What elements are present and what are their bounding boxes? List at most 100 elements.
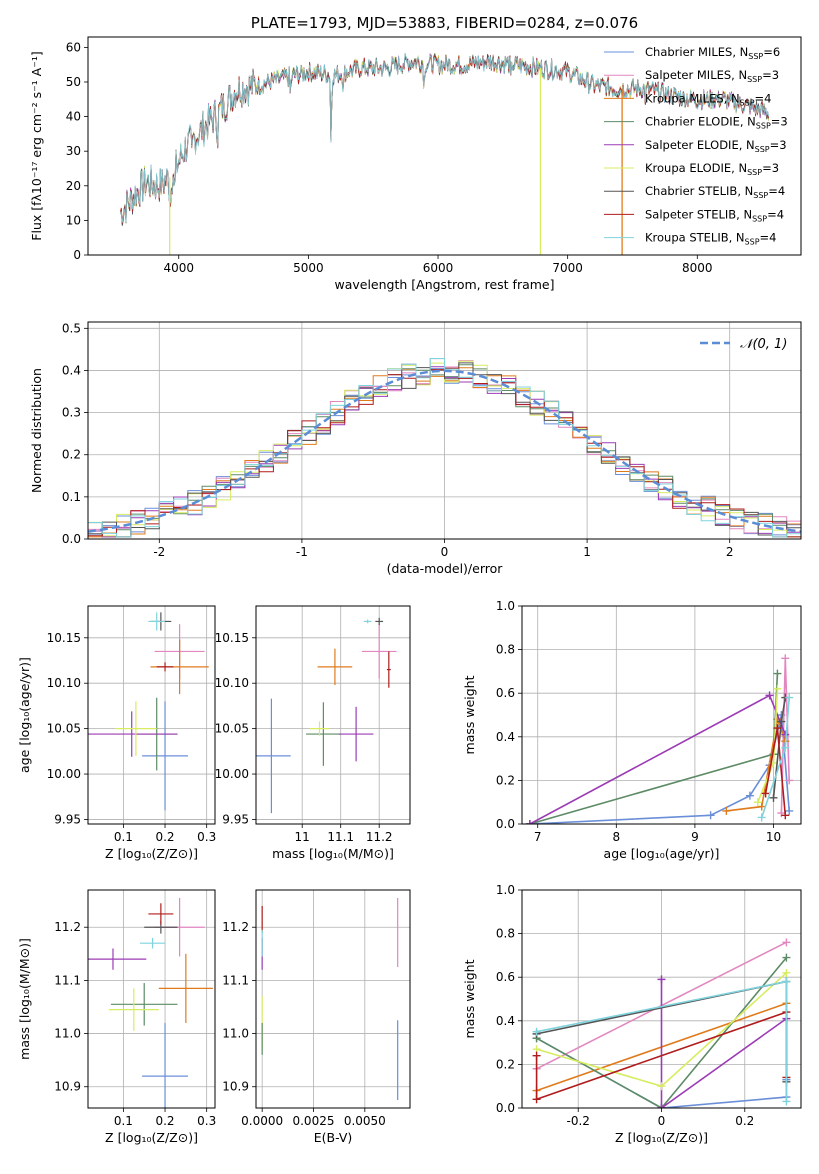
y-axis-label: mass weight xyxy=(462,959,477,1038)
weight-marker-kroupa_stelib xyxy=(781,743,790,752)
x-tick-label: 10 xyxy=(766,830,781,844)
axes-frame xyxy=(87,36,802,256)
axes-age_vs_Z: 0.1 0.2 0.3 9.95 10.00 10.05 10.10 10.15 Z [log₁… xyxy=(17,605,216,861)
y-tick-label: 11.2 xyxy=(54,920,81,934)
x-tick-label: 0 xyxy=(441,545,449,559)
x-tick-label: 11.2 xyxy=(366,830,393,844)
y-tick-label: 50 xyxy=(66,75,81,89)
y-tick-label: 11.1 xyxy=(54,973,81,987)
weight-marker-salpeter_elodie xyxy=(657,975,666,984)
y-axis-label: mass weight xyxy=(462,675,477,754)
legend-label: Salpeter MILES, NSSP=3 xyxy=(645,68,779,84)
axes-frame xyxy=(87,889,216,1109)
weight-marker-kroupa_stelib xyxy=(532,1027,541,1036)
x-tick-label: 5000 xyxy=(293,261,324,275)
axes-residuals: -2 -1 0 1 2 0.0 0.1 0.2 0.3 0.4 0.5 (data-model)/er… xyxy=(29,321,802,576)
x-tick-label: 0.2 xyxy=(735,1114,754,1128)
y-tick-label: 0.5 xyxy=(62,321,81,335)
y-axis-label: Flux [fλ10⁻¹⁷ erg cm⁻² s⁻¹ A⁻¹] xyxy=(29,51,44,240)
weight-marker-chabrier_stelib xyxy=(777,717,786,726)
y-tick-label: 10.00 xyxy=(47,767,81,781)
y-tick-label: 10 xyxy=(66,213,81,227)
axes-frame xyxy=(521,605,802,825)
weight-marker-salpeter_elodie xyxy=(781,730,790,739)
x-tick-label: 6000 xyxy=(423,261,454,275)
y-tick-label: 60 xyxy=(66,40,81,54)
weight-marker-chabrier_miles xyxy=(745,791,754,800)
weight-marker-kroupa_miles xyxy=(757,802,766,811)
axes-weight_vs_age: 7 8 9 10 0.0 0.2 0.4 0.6 0.8 1.0 age [log₁₀(age/yr… xyxy=(462,599,802,861)
axes-mass_vs_Z: 0.1 0.2 0.3 10.9 11.0 11.1 11.2 Z [log₁₀(Z/Z⊙)]… xyxy=(17,889,216,1145)
y-tick-label: 10.15 xyxy=(215,631,249,645)
weight-marker-kroupa_stelib xyxy=(785,693,794,702)
x-tick-label: -2 xyxy=(153,545,165,559)
y-tick-label: 11.2 xyxy=(222,920,249,934)
x-axis-label: mass [log₁₀(M/M⊙)] xyxy=(272,846,394,861)
x-axis-label: Z [log₁₀(Z/Z⊙)] xyxy=(615,1130,708,1145)
x-axis-label: (data-model)/error xyxy=(387,561,504,576)
y-tick-label: 11.0 xyxy=(222,1027,249,1041)
y-tick-label: 30 xyxy=(66,144,81,158)
x-axis-label: E(B-V) xyxy=(314,1130,353,1145)
x-tick-label: 7 xyxy=(534,830,542,844)
y-tick-label: 40 xyxy=(66,110,81,124)
y-tick-label: 0.0 xyxy=(496,1101,515,1115)
y-tick-label: 0.3 xyxy=(62,406,81,420)
x-tick-label: 0.1 xyxy=(114,830,133,844)
y-axis-label: Normed distribution xyxy=(29,368,44,493)
legend-label: Salpeter STELIB, NSSP=4 xyxy=(645,207,784,223)
y-tick-label: 10.05 xyxy=(47,722,81,736)
legend-label: Chabrier ELODIE, NSSP=3 xyxy=(645,115,788,131)
weight-marker-chabrier_elodie xyxy=(782,953,791,962)
axes-spectrum: 4000 5000 6000 7000 8000 0 10 20 30 40 50 60 wavelen… xyxy=(29,36,802,292)
weight-marker-kroupa_elodie xyxy=(657,1082,666,1091)
plot-area xyxy=(88,897,213,1108)
y-tick-label: 0.8 xyxy=(496,643,515,657)
legend-label: Kroupa STELIB, NSSP=4 xyxy=(645,231,776,247)
weight-marker-salpeter_elodie xyxy=(765,691,774,700)
y-tick-label: 10.15 xyxy=(47,631,81,645)
x-tick-label: -0.2 xyxy=(567,1114,590,1128)
x-tick-label: 0.2 xyxy=(155,830,174,844)
weight-marker-salpeter_stelib xyxy=(532,1051,541,1060)
spectrum-line-kroupa_stelib xyxy=(120,52,769,223)
plot-area xyxy=(88,358,801,538)
y-tick-label: 0.4 xyxy=(496,730,515,744)
y-tick-label: 10.10 xyxy=(215,676,249,690)
weight-marker-salpeter_miles xyxy=(782,938,791,947)
legend-label: Chabrier MILES, NSSP=6 xyxy=(645,45,780,61)
weight-line-chabrier_elodie xyxy=(529,673,779,824)
y-tick-label: 20 xyxy=(66,179,81,193)
legend-label: Kroupa MILES, NSSP=4 xyxy=(645,91,771,107)
weight-marker-salpeter_elodie xyxy=(657,1104,666,1108)
weight-marker-salpeter_stelib xyxy=(761,789,770,798)
axes-frame xyxy=(255,605,411,825)
x-axis-label: age [log₁₀(age/yr)] xyxy=(604,846,720,861)
x-axis-label: wavelength [Angstrom, rest frame] xyxy=(334,277,554,292)
x-tick-label: -1 xyxy=(296,545,308,559)
x-tick-label: 2 xyxy=(726,545,734,559)
axes-age_vs_mass: 11 11.1 11.2 9.95 10.00 10.05 10.10 10.15 mass [… xyxy=(215,605,411,861)
y-tick-label: 9.95 xyxy=(222,812,249,826)
y-tick-label: 0 xyxy=(73,248,81,262)
weight-marker-kroupa_elodie xyxy=(753,798,762,807)
weight-marker-kroupa_elodie xyxy=(782,968,791,977)
x-tick-label: 0.0000 xyxy=(241,1114,283,1128)
weight-marker-salpeter_miles xyxy=(781,654,790,663)
x-tick-label: 8000 xyxy=(682,261,713,275)
x-tick-label: 0.0050 xyxy=(344,1114,386,1128)
weight-line-salpeter_elodie xyxy=(660,979,787,1108)
legend-label-normal: 𝒩(0, 1) xyxy=(740,337,787,352)
weight-marker-kroupa_stelib xyxy=(782,977,791,986)
weight-marker-kroupa_stelib xyxy=(757,813,766,822)
weight-marker-salpeter_stelib xyxy=(781,811,790,820)
y-tick-label: 10.00 xyxy=(215,767,249,781)
legend-label: Kroupa ELODIE, NSSP=3 xyxy=(645,161,779,177)
x-tick-label: 4000 xyxy=(163,261,194,275)
y-tick-label: 10.05 xyxy=(215,722,249,736)
y-axis-label: age [log₁₀(age/yr)] xyxy=(17,657,32,773)
y-tick-label: 11.1 xyxy=(222,973,249,987)
x-tick-label: 0.1 xyxy=(114,1114,133,1128)
plot-area xyxy=(120,52,769,255)
